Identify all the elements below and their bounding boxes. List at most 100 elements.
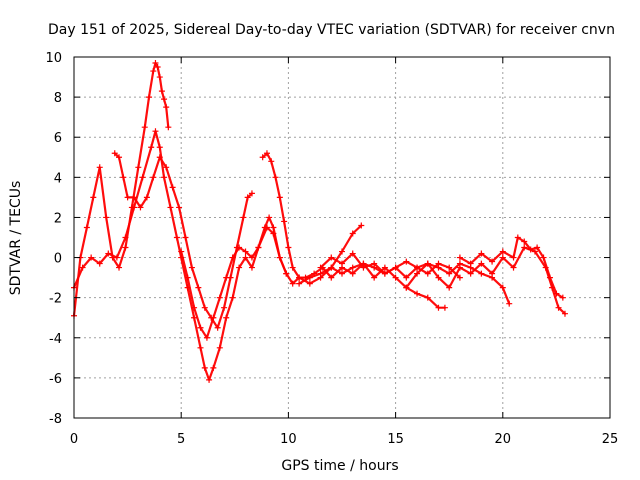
data-point (201, 364, 208, 371)
data-point (270, 224, 277, 231)
data-point (169, 184, 176, 191)
data-point (499, 284, 506, 291)
data-point (456, 264, 463, 271)
data-point (478, 270, 485, 277)
data-point (358, 222, 365, 229)
data-point (197, 344, 204, 351)
data-point (116, 154, 123, 161)
data-point (514, 234, 521, 241)
data-point (122, 234, 129, 241)
data-point (349, 264, 356, 271)
series-line (261, 152, 446, 309)
data-point (236, 244, 243, 251)
data-point (161, 96, 168, 103)
data-point (184, 274, 191, 281)
y-tick-label: -2 (49, 292, 62, 307)
y-tick-label: -4 (49, 332, 62, 347)
data-point (139, 174, 146, 181)
data-point (446, 270, 453, 277)
data-point (210, 364, 217, 371)
data-point (328, 274, 335, 281)
data-point (424, 260, 431, 267)
data-point (158, 88, 165, 95)
plot-frame (73, 56, 611, 419)
series-sat-track-5 (296, 260, 513, 307)
data-point (79, 264, 86, 271)
data-point (289, 264, 296, 271)
grid (74, 57, 610, 418)
data-point (236, 264, 243, 271)
data-point (467, 260, 474, 267)
data-point (259, 154, 266, 161)
data-point (446, 264, 453, 271)
x-tick-label: 25 (602, 432, 619, 447)
series-line (319, 252, 461, 279)
data-point (499, 254, 506, 261)
data-point (392, 274, 399, 281)
data-point (176, 204, 183, 211)
data-point (489, 258, 496, 265)
data-point (263, 224, 270, 231)
data-point (96, 260, 103, 267)
x-tick-label: 15 (387, 432, 404, 447)
data-point (555, 304, 562, 311)
data-point (146, 94, 153, 101)
data-point (414, 264, 421, 271)
data-point (248, 190, 255, 197)
data-point (306, 274, 313, 281)
data-point (561, 310, 568, 317)
data-point (281, 218, 288, 225)
data-point (105, 250, 112, 257)
data-point (178, 248, 185, 255)
data-point (339, 270, 345, 277)
data-point (270, 230, 277, 237)
data-point (499, 248, 506, 255)
data-series (71, 60, 568, 383)
data-point (150, 174, 157, 181)
data-point (414, 270, 421, 277)
data-point (83, 224, 90, 231)
data-point (223, 314, 230, 321)
data-point (156, 144, 163, 151)
data-point (191, 314, 198, 321)
data-point (156, 74, 163, 81)
data-point (306, 280, 313, 287)
data-point (276, 254, 283, 261)
data-point (152, 128, 159, 135)
data-point (283, 270, 290, 277)
data-point (467, 270, 474, 277)
data-point (163, 104, 170, 111)
y-tick-label: 2 (54, 211, 62, 226)
data-point (240, 214, 247, 221)
x-tick-labels: 0 5 10 15 20 25 (70, 432, 618, 447)
data-point (150, 68, 157, 75)
data-point (156, 154, 163, 161)
data-point (201, 304, 208, 311)
data-point (113, 254, 120, 261)
data-point (103, 214, 110, 221)
data-point (317, 270, 324, 277)
data-point (90, 194, 97, 201)
data-point (137, 204, 144, 211)
data-point (553, 290, 560, 297)
data-point (424, 270, 431, 277)
data-point (403, 274, 410, 281)
data-point (285, 244, 292, 251)
data-point (206, 376, 213, 383)
series-line (72, 130, 363, 381)
series-sat-track-3 (111, 150, 255, 331)
y-tick-label: 0 (54, 252, 62, 267)
data-point (131, 204, 138, 211)
x-tick-label: 10 (280, 432, 297, 447)
data-point (349, 230, 356, 237)
data-point (248, 254, 255, 261)
data-point (216, 294, 223, 301)
data-point (381, 270, 388, 277)
data-point (248, 264, 255, 271)
series-sat-track-1 (71, 60, 172, 319)
data-point (276, 194, 283, 201)
data-point (317, 264, 324, 271)
data-point (167, 204, 174, 211)
data-point (349, 250, 356, 257)
